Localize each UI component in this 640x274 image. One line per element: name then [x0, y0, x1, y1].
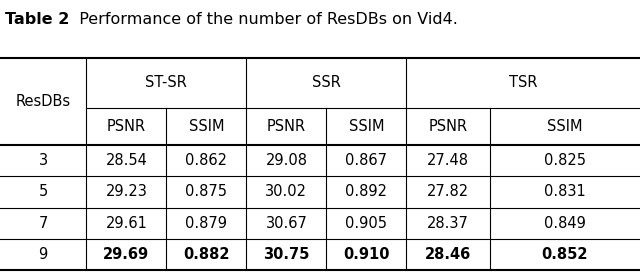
Text: 30.75: 30.75: [263, 247, 310, 262]
Text: 7: 7: [38, 216, 48, 231]
Text: 0.905: 0.905: [346, 216, 387, 231]
Text: 0.875: 0.875: [186, 184, 227, 199]
Text: 3: 3: [38, 153, 48, 168]
Text: 0.831: 0.831: [544, 184, 586, 199]
Text: SSIM: SSIM: [349, 119, 384, 134]
Text: 30.02: 30.02: [266, 184, 307, 199]
Text: Performance of the number of ResDBs on Vid4.: Performance of the number of ResDBs on V…: [69, 12, 458, 27]
Text: TSR: TSR: [509, 75, 538, 90]
Text: SSIM: SSIM: [189, 119, 224, 134]
Text: PSNR: PSNR: [428, 119, 468, 134]
Text: 5: 5: [38, 184, 48, 199]
Text: 29.61: 29.61: [106, 216, 147, 231]
Text: ST-SR: ST-SR: [145, 75, 188, 90]
Text: 29.69: 29.69: [103, 247, 150, 262]
Text: SSIM: SSIM: [547, 119, 582, 134]
Text: 29.23: 29.23: [106, 184, 147, 199]
Text: 0.879: 0.879: [186, 216, 227, 231]
Text: 30.67: 30.67: [266, 216, 307, 231]
Text: 0.867: 0.867: [346, 153, 387, 168]
Text: 0.892: 0.892: [346, 184, 387, 199]
Text: 0.882: 0.882: [183, 247, 230, 262]
Text: 0.849: 0.849: [544, 216, 586, 231]
Text: 0.825: 0.825: [544, 153, 586, 168]
Text: ResDBs: ResDBs: [15, 94, 71, 109]
Text: 0.862: 0.862: [186, 153, 227, 168]
Text: 29.08: 29.08: [266, 153, 307, 168]
Text: Table 2: Table 2: [5, 12, 70, 27]
Text: 28.54: 28.54: [106, 153, 147, 168]
Text: 28.46: 28.46: [425, 247, 471, 262]
Text: PSNR: PSNR: [267, 119, 306, 134]
Text: 0.910: 0.910: [343, 247, 390, 262]
Text: 27.82: 27.82: [427, 184, 469, 199]
Text: 9: 9: [38, 247, 48, 262]
Text: 0.852: 0.852: [541, 247, 588, 262]
Text: 27.48: 27.48: [427, 153, 469, 168]
Text: 28.37: 28.37: [427, 216, 469, 231]
Text: SSR: SSR: [312, 75, 341, 90]
Text: PSNR: PSNR: [107, 119, 146, 134]
